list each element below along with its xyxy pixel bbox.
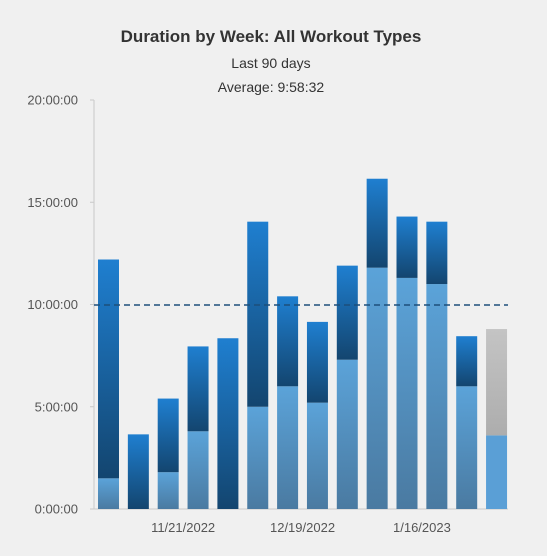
x-axis-ticks: 11/21/2022 12/19/2022 1/16/2023 [151,520,451,535]
bar-lower-segment[interactable] [456,386,478,509]
bar-lower-segment[interactable] [277,386,299,509]
bar-upper-segment[interactable] [486,329,508,436]
bar-upper-segment[interactable] [98,259,119,479]
y-tick-label: 0:00:00 [35,502,78,517]
bar-upper-segment[interactable] [187,346,209,432]
bar-lower-segment[interactable] [396,277,418,509]
y-tick-label: 10:00:00 [27,297,78,312]
bar-lower-segment[interactable] [306,402,328,509]
bar-upper-segment[interactable] [456,336,478,387]
average-label: Average: 9:58:32 [218,79,325,95]
x-tick-label: 1/16/2023 [393,520,451,535]
bar-upper-segment[interactable] [396,216,418,278]
bar-lower-segment[interactable] [247,406,269,509]
bar-upper-segment[interactable] [247,221,269,407]
chart-subtitle: Last 90 days [231,55,310,71]
bar-lower-segment[interactable] [336,359,358,509]
bar-lower-segment[interactable] [187,431,209,509]
bars-group [98,178,508,509]
bar-lower-segment[interactable] [366,267,388,509]
bar-upper-segment[interactable] [336,265,358,360]
bar-upper-segment[interactable] [127,434,149,509]
x-tick-label: 12/19/2022 [270,520,335,535]
y-tick-label: 15:00:00 [27,195,78,210]
bar-upper-segment[interactable] [306,321,328,403]
bar-upper-segment[interactable] [366,178,388,268]
bar-upper-segment[interactable] [157,398,179,473]
bar-lower-segment[interactable] [157,472,179,509]
chart-title: Duration by Week: All Workout Types [121,27,422,46]
bar-upper-segment[interactable] [277,296,299,387]
bar-lower-segment[interactable] [426,284,448,509]
x-tick-label: 11/21/2022 [151,520,215,535]
bar-lower-segment[interactable] [486,435,508,509]
y-tick-label: 20:00:00 [27,93,78,108]
y-tick-label: 5:00:00 [35,399,78,414]
bar-upper-segment[interactable] [217,338,239,509]
y-axis-ticks: 0:00:00 5:00:00 10:00:00 15:00:00 20:00:00 [27,93,94,517]
bar-upper-segment[interactable] [426,221,448,285]
bar-lower-segment[interactable] [98,478,119,509]
